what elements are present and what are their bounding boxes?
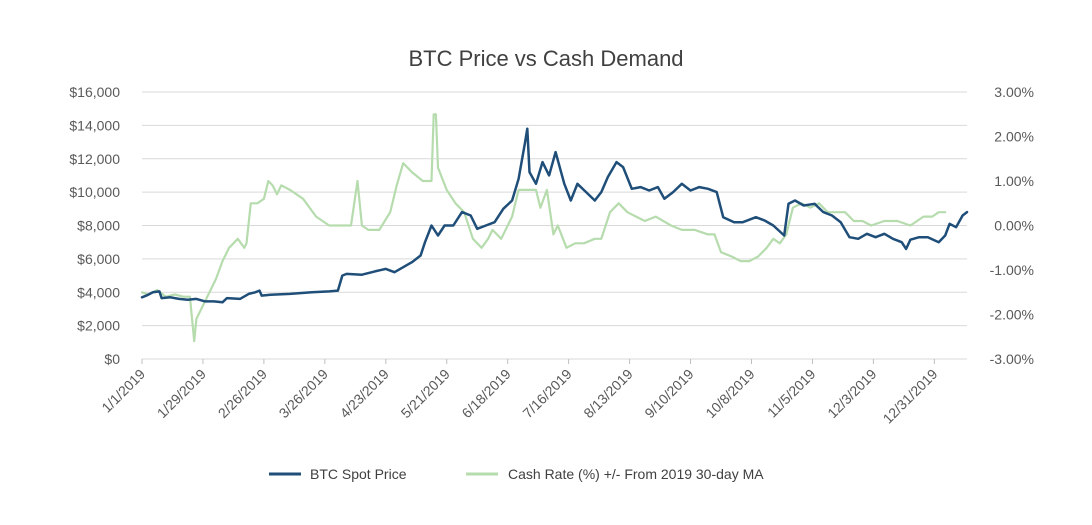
x-tick-label: 12/31/2019 [880,366,941,427]
right-tick-label: 1.00% [994,173,1034,189]
left-tick-label: $2,000 [77,318,120,334]
legend-label-btc: BTC Spot Price [310,466,407,482]
x-tick-label: 10/8/2019 [702,366,758,422]
left-tick-label: $14,000 [69,117,120,133]
left-tick-label: $12,000 [69,151,120,167]
x-tick-label: 1/1/2019 [98,366,148,416]
right-tick-label: 0.00% [994,218,1034,234]
left-tick-label: $10,000 [69,184,120,200]
x-tick-label: 6/18/2019 [458,366,514,422]
x-tick-label: 5/21/2019 [398,366,454,422]
left-tick-label: $8,000 [77,218,120,234]
series-line-cash-rate [140,113,947,343]
right-axis-ticks: -3.00% -2.00% -1.00% 0.00% 1.00% 2.00% 3.00% [990,84,1034,367]
left-tick-label: $6,000 [77,251,120,267]
x-tick-label: 4/23/2019 [337,366,393,422]
x-tick-label: 12/3/2019 [824,366,880,422]
gridlines [142,91,967,360]
series-layer [140,113,969,343]
right-tick-label: -1.00% [990,262,1034,278]
x-tick-label: 2/26/2019 [215,366,271,422]
legend: BTC Spot Price Cash Rate (%) +/- From 20… [269,466,764,482]
chart-title: BTC Price vs Cash Demand [408,46,683,71]
x-tick-label: 1/29/2019 [154,366,210,422]
right-tick-label: 2.00% [994,129,1034,145]
x-tick-label: 9/10/2019 [641,366,697,422]
x-tick-label: 7/16/2019 [519,366,575,422]
x-axis: 1/1/2019 1/29/2019 2/26/2019 3/26/2019 4/23/… [98,358,967,427]
x-tick-label: 3/26/2019 [276,366,332,422]
left-tick-label: $16,000 [69,84,120,100]
left-tick-label: $4,000 [77,284,120,300]
legend-label-cash-rate: Cash Rate (%) +/- From 2019 30-day MA [508,466,764,482]
right-tick-label: -3.00% [990,351,1034,367]
left-tick-label: $0 [104,351,120,367]
left-axis-ticks: $0 $2,000 $4,000 $6,000 $8,000 $10,000 $12,000… [69,84,120,367]
right-tick-label: -2.00% [990,307,1034,323]
right-tick-label: 3.00% [994,84,1034,100]
series-line-btc-spot-price [140,127,969,304]
x-tick-label: 8/13/2019 [580,366,636,422]
x-tick-label: 11/5/2019 [764,366,819,421]
